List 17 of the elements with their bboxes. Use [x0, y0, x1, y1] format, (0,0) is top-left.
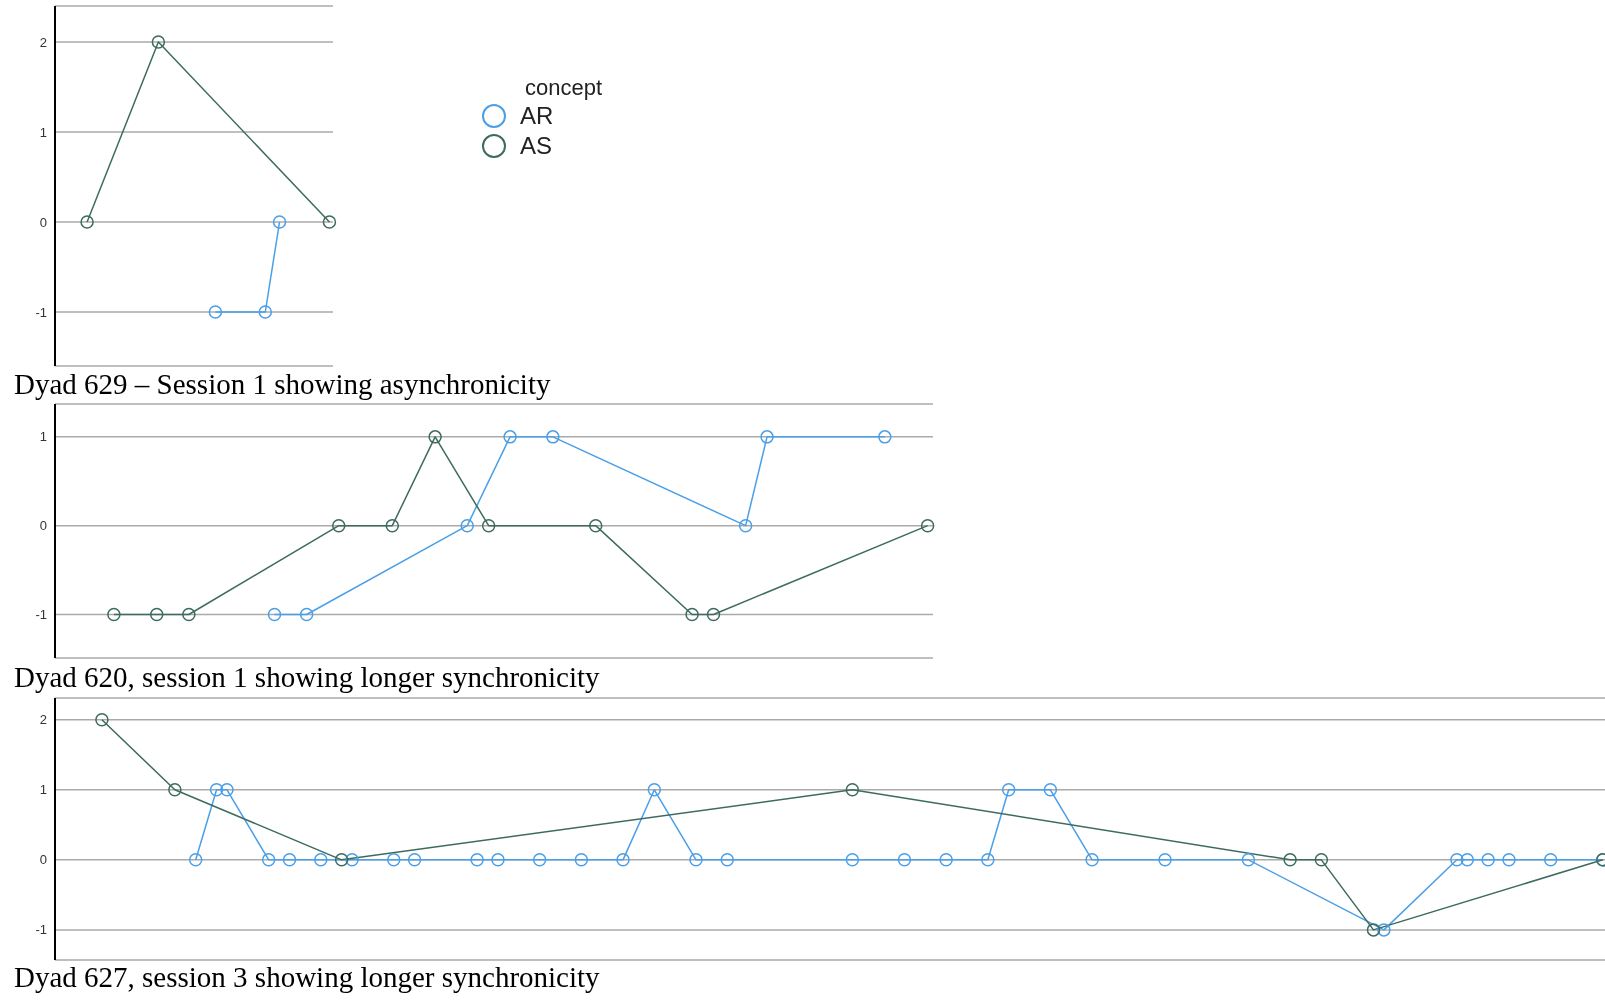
- y-tick-label: 0: [39, 852, 47, 868]
- y-tick-label: 1: [39, 124, 47, 140]
- legend-label: AR: [520, 102, 554, 130]
- text: Dyad 629 – Session 1 showing asynchronicity: [14, 368, 551, 401]
- legend-title: concept: [525, 75, 604, 101]
- legend-label: AS: [520, 132, 553, 160]
- y-tick-label: 0: [39, 518, 47, 534]
- y-tick-label: 1: [39, 782, 47, 798]
- y-tick-label: 1: [39, 429, 47, 445]
- y-tick-label: 2: [39, 34, 47, 50]
- text: Dyad 620, session 1 showing longer synchronicity: [14, 661, 600, 694]
- text: Dyad 627, session 3 showing longer synchronicity: [14, 961, 600, 994]
- y-tick-label: -1: [35, 607, 47, 623]
- y-tick-label: -1: [35, 304, 47, 320]
- y-tick-label: -1: [35, 922, 47, 938]
- y-tick-label: 2: [39, 712, 47, 728]
- y-tick-label: 0: [39, 214, 47, 230]
